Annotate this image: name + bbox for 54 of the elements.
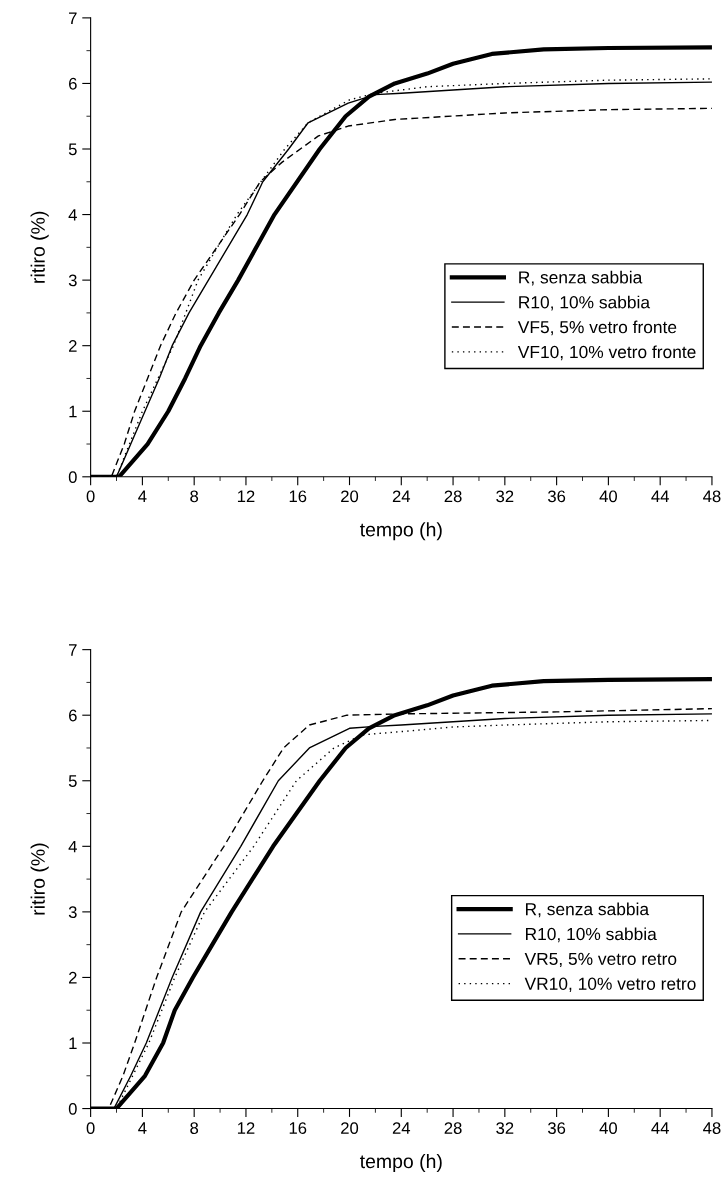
y-tick-label: 7 <box>69 644 77 656</box>
x-tick-label: 24 <box>392 490 411 503</box>
x-tick-label: 16 <box>289 1122 307 1134</box>
legend-label: R, senza sabbia <box>519 270 643 286</box>
legend-label: VF5, 5% vetro fronte <box>517 320 677 336</box>
legend-label: R10, 10% sabbia <box>526 927 657 943</box>
y-axis-title: ritiro (%) <box>30 843 49 915</box>
y-tick-label: 6 <box>69 77 77 90</box>
x-tick-label: 24 <box>392 1122 411 1134</box>
y-tick-label: 6 <box>69 709 77 722</box>
x-tick-label: 16 <box>289 490 307 503</box>
x-tick-label: 48 <box>703 1122 721 1134</box>
x-tick-label: 36 <box>547 1122 566 1134</box>
y-tick-label: 4 <box>68 840 77 853</box>
x-tick-label: 44 <box>651 1122 669 1134</box>
y-tick-label: 7 <box>69 12 77 24</box>
legend-label: VR5, 5% vetro retro <box>524 952 677 968</box>
x-tick-label: 32 <box>496 1122 514 1134</box>
y-tick-label: 5 <box>68 775 77 787</box>
x-tick-label: 12 <box>237 490 255 503</box>
x-tick-label: 48 <box>703 490 721 503</box>
x-tick-label: 40 <box>599 490 618 503</box>
legend-label: R, senza sabbia <box>526 902 650 918</box>
y-tick-label: 2 <box>69 971 77 984</box>
y-tick-label: 4 <box>68 209 77 221</box>
x-axis-title: tempo (h) <box>359 522 442 541</box>
y-tick-label: 0 <box>68 1102 77 1115</box>
y-tick-label: 1 <box>69 1037 77 1050</box>
x-tick-label: 4 <box>138 1122 147 1134</box>
x-tick-label: 20 <box>341 490 359 503</box>
legend-label: VF10, 10% vetro fronte <box>517 345 696 361</box>
x-tick-label: 8 <box>190 490 199 503</box>
legend-label: VR10, 10% vetro retro <box>524 977 696 992</box>
x-tick-label: 36 <box>547 490 566 503</box>
y-tick-label: 3 <box>68 274 77 287</box>
x-tick-label: 28 <box>444 490 462 503</box>
x-tick-label: 32 <box>496 490 514 503</box>
x-tick-label: 44 <box>651 490 669 503</box>
x-tick-label: 20 <box>341 1122 359 1134</box>
legend-label: R10, 10% sabbia <box>519 295 651 311</box>
x-tick-label: 0 <box>86 490 95 503</box>
x-tick-label: 40 <box>599 1122 618 1134</box>
y-tick-label: 1 <box>69 405 77 418</box>
y-axis-title: ritiro (%) <box>30 211 49 283</box>
x-tick-label: 28 <box>444 1122 462 1134</box>
x-tick-label: 12 <box>237 1122 255 1134</box>
y-tick-label: 0 <box>68 471 77 483</box>
x-tick-label: 0 <box>86 1122 95 1134</box>
x-axis-title: tempo (h) <box>359 1153 442 1173</box>
y-tick-label: 2 <box>69 340 77 352</box>
y-tick-label: 5 <box>68 143 77 156</box>
x-tick-label: 4 <box>138 490 147 503</box>
x-tick-label: 8 <box>190 1122 199 1134</box>
y-tick-label: 3 <box>68 906 77 919</box>
